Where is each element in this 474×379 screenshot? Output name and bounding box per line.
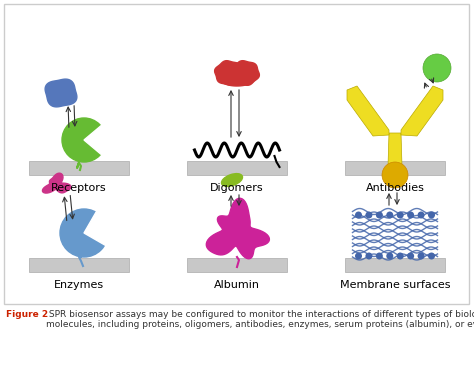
Text: Receptors: Receptors <box>51 183 107 193</box>
Circle shape <box>428 211 435 219</box>
Circle shape <box>365 252 373 260</box>
Text: Figure 2: Figure 2 <box>6 310 48 319</box>
Circle shape <box>62 118 106 162</box>
Polygon shape <box>219 70 255 86</box>
Bar <box>187 161 287 175</box>
Circle shape <box>418 252 425 260</box>
Polygon shape <box>206 198 269 259</box>
Polygon shape <box>215 61 243 85</box>
Circle shape <box>376 211 383 219</box>
Circle shape <box>418 211 425 219</box>
Circle shape <box>355 211 362 219</box>
Polygon shape <box>45 79 77 107</box>
Circle shape <box>423 54 451 82</box>
Bar <box>4 4 469 304</box>
Bar <box>29 258 129 272</box>
Circle shape <box>60 209 108 257</box>
Polygon shape <box>43 173 71 193</box>
Polygon shape <box>347 86 389 136</box>
Text: Digomers: Digomers <box>210 183 264 193</box>
Bar <box>345 161 445 175</box>
Circle shape <box>386 211 393 219</box>
Bar <box>29 161 129 175</box>
Bar <box>187 258 287 272</box>
Text: SPR biosensor assays may be configured to monitor the interactions of different : SPR biosensor assays may be configured t… <box>46 310 474 329</box>
Text: Enzymes: Enzymes <box>54 280 104 290</box>
Circle shape <box>376 252 383 260</box>
Circle shape <box>407 211 414 219</box>
Text: Membrane surfaces: Membrane surfaces <box>340 280 450 290</box>
Circle shape <box>407 252 414 260</box>
Circle shape <box>355 252 362 260</box>
Polygon shape <box>388 133 402 166</box>
Ellipse shape <box>221 174 243 186</box>
Circle shape <box>386 252 393 260</box>
Text: Albumin: Albumin <box>214 280 260 290</box>
Polygon shape <box>84 205 116 249</box>
Polygon shape <box>231 61 259 85</box>
Bar <box>345 258 445 272</box>
Circle shape <box>397 211 404 219</box>
Circle shape <box>382 162 408 188</box>
Polygon shape <box>84 121 114 159</box>
Circle shape <box>428 252 435 260</box>
Polygon shape <box>401 86 443 136</box>
Circle shape <box>397 252 404 260</box>
Circle shape <box>365 211 373 219</box>
Text: Antibodies: Antibodies <box>365 183 424 193</box>
